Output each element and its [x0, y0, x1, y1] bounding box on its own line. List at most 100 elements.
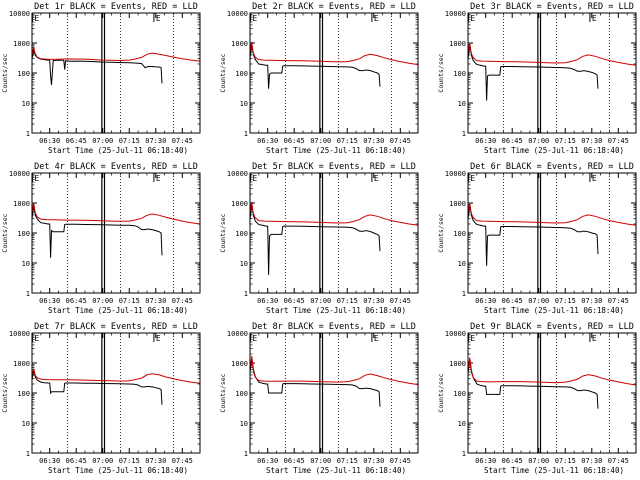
x-tick-label: 06:30 — [39, 137, 60, 145]
y-axis-label: Counts/sec — [437, 373, 445, 412]
x-tick-label: 06:30 — [475, 457, 496, 465]
x-tick-label: 06:45 — [502, 297, 523, 305]
x-tick-label: 07:30 — [581, 137, 602, 145]
y-tick-label: 10 — [240, 420, 248, 428]
x-axis-label: Start Time (25-Jul-11 06:18:40) — [48, 146, 188, 155]
x-tick-label: 06:45 — [66, 137, 87, 145]
y-axis-label: Counts/sec — [437, 53, 445, 92]
y-tick-label: 10000 — [227, 10, 248, 18]
x-tick-label: 07:00 — [310, 457, 331, 465]
y-tick-label: 1000 — [13, 360, 30, 368]
lld-series-line — [468, 42, 636, 66]
x-tick-label: 06:45 — [502, 137, 523, 145]
x-tick-label: 07:00 — [528, 297, 549, 305]
x-tick-label: 07:45 — [172, 137, 193, 145]
plot-frame — [31, 332, 201, 454]
y-tick-label: 100 — [453, 70, 466, 78]
y-tick-label: 1000 — [449, 360, 466, 368]
detector-panel-1: Det 1r BLACK = Events, RED = LLD Counts/s… — [1, 2, 201, 155]
y-tick-label: 1000 — [13, 200, 30, 208]
x-tick-label: 07:45 — [608, 137, 629, 145]
marker-label: E — [156, 174, 161, 183]
x-tick-label: 07:30 — [145, 137, 166, 145]
marker-label: E — [34, 174, 39, 183]
y-tick-label: 100 — [453, 230, 466, 238]
x-axis-label: Start Time (25-Jul-11 06:18:40) — [484, 466, 624, 475]
lld-series-line — [250, 356, 418, 386]
marker-label: E — [252, 334, 257, 343]
y-tick-label: 10 — [240, 260, 248, 268]
y-tick-label: 10 — [22, 260, 30, 268]
plot-frame — [31, 172, 201, 294]
x-tick-label: 06:30 — [475, 297, 496, 305]
y-axis-label: Counts/sec — [219, 213, 227, 252]
x-tick-label: 06:30 — [257, 297, 278, 305]
plot-frame — [467, 12, 637, 134]
x-tick-label: 07:45 — [390, 137, 411, 145]
lld-series-line — [250, 41, 418, 66]
y-tick-label: 1000 — [231, 40, 248, 48]
x-tick-label: 07:30 — [145, 297, 166, 305]
events-series-line — [32, 370, 163, 405]
plot-frame — [249, 172, 419, 294]
events-series-line — [32, 205, 163, 258]
y-tick-label: 10000 — [445, 170, 466, 178]
x-tick-label: 07:30 — [363, 137, 384, 145]
y-axis-label: Counts/sec — [219, 53, 227, 92]
x-tick-label: 06:30 — [475, 137, 496, 145]
panel-title: Det 2r BLACK = Events, RED = LLD — [252, 2, 416, 12]
detector-panel-3: Det 3r BLACK = Events, RED = LLD Counts/s… — [437, 2, 637, 155]
x-tick-label: 07:15 — [337, 137, 358, 145]
y-tick-label: 1 — [462, 130, 466, 138]
y-tick-label: 10 — [240, 100, 248, 108]
detector-panel-9: Det 9r BLACK = Events, RED = LLD Counts/s… — [437, 322, 637, 475]
y-tick-label: 10 — [458, 100, 466, 108]
panel-title: Det 7r BLACK = Events, RED = LLD — [34, 322, 198, 332]
x-tick-label: 07:00 — [528, 457, 549, 465]
x-tick-label: 07:15 — [119, 297, 140, 305]
x-axis-label: Start Time (25-Jul-11 06:18:40) — [48, 466, 188, 475]
x-axis-label: Start Time (25-Jul-11 06:18:40) — [484, 306, 624, 315]
y-tick-label: 100 — [453, 390, 466, 398]
marker-label: E — [374, 174, 379, 183]
x-tick-label: 06:45 — [66, 457, 87, 465]
events-series-line — [250, 44, 381, 89]
x-tick-label: 06:45 — [502, 457, 523, 465]
events-series-line — [468, 44, 599, 101]
events-series-line — [32, 49, 163, 85]
y-tick-label: 1 — [244, 130, 248, 138]
y-tick-label: 10 — [22, 420, 30, 428]
y-tick-label: 10000 — [9, 330, 30, 338]
x-tick-label: 06:45 — [66, 297, 87, 305]
marker-label: E — [252, 14, 257, 23]
y-tick-label: 100 — [17, 230, 30, 238]
x-tick-label: 06:45 — [284, 137, 305, 145]
plot-frame — [31, 12, 201, 134]
x-tick-label: 07:15 — [119, 457, 140, 465]
events-series-line — [250, 204, 381, 275]
panel-title: Det 5r BLACK = Events, RED = LLD — [252, 162, 416, 172]
x-tick-label: 07:45 — [172, 457, 193, 465]
plot-frame — [467, 332, 637, 454]
x-tick-label: 07:45 — [390, 457, 411, 465]
marker-label: E — [156, 334, 161, 343]
x-tick-label: 07:30 — [581, 457, 602, 465]
y-tick-label: 1000 — [231, 360, 248, 368]
y-axis-label: Counts/sec — [1, 53, 9, 92]
marker-label: E — [34, 14, 39, 23]
y-tick-label: 1000 — [449, 40, 466, 48]
marker-label: E — [34, 334, 39, 343]
x-tick-label: 06:30 — [39, 297, 60, 305]
x-tick-label: 07:00 — [92, 297, 113, 305]
y-axis-label: Counts/sec — [1, 373, 9, 412]
x-axis-label: Start Time (25-Jul-11 06:18:40) — [48, 306, 188, 315]
y-tick-label: 10000 — [9, 10, 30, 18]
y-tick-label: 1 — [462, 290, 466, 298]
detector-panel-6: Det 6r BLACK = Events, RED = LLD Counts/s… — [437, 162, 637, 315]
marker-label: E — [470, 174, 475, 183]
y-tick-label: 10000 — [227, 330, 248, 338]
y-tick-label: 10000 — [445, 10, 466, 18]
x-tick-label: 06:45 — [284, 297, 305, 305]
x-axis-label: Start Time (25-Jul-11 06:18:40) — [484, 146, 624, 155]
y-tick-label: 100 — [235, 390, 248, 398]
